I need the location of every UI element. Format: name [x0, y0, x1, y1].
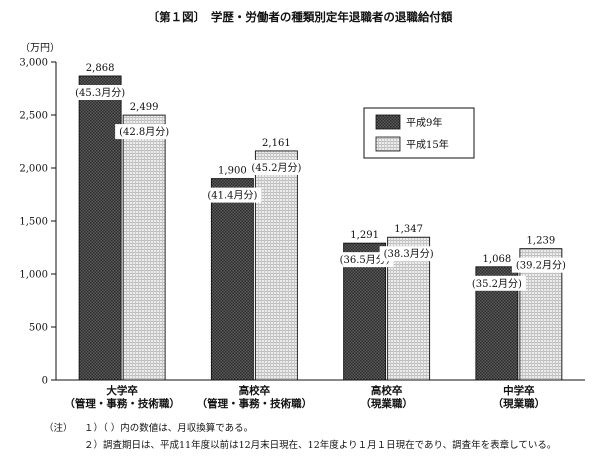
- month-label: (36.5月分): [340, 254, 390, 266]
- category-label: （現業職）: [493, 397, 546, 410]
- value-label: 1,347: [394, 224, 423, 235]
- chart-title: 〔第１図〕 学歴・労働者の種類別定年退職者の退職給付額: [148, 10, 453, 24]
- y-tick-label: 2,500: [19, 111, 48, 122]
- month-label-bg: [247, 159, 306, 175]
- month-label: (39.2月分): [516, 260, 566, 272]
- note-prefix: （注）: [44, 423, 73, 434]
- legend: 平成9年 平成15年: [363, 107, 475, 159]
- category-label: （現業職）: [360, 397, 413, 410]
- note-line-1: １）（ ）内の数値は、月収換算である。: [84, 423, 254, 434]
- x-labels: 大学卒（管理・事務・技術職）高校卒（管理・事務・技術職）高校卒（現業職）中学卒（…: [64, 384, 545, 410]
- y-tick-label: 1,500: [19, 217, 48, 228]
- value-label: 1,900: [218, 166, 247, 177]
- category-label: （管理・事務・技術職）: [64, 397, 180, 410]
- category-label: （管理・事務・技術職）: [197, 397, 313, 410]
- bar-h9: [78, 75, 122, 381]
- month-label-bg: [71, 84, 130, 100]
- month-label-bg: [379, 246, 438, 262]
- bar-labels: 2,868 (45.3月分) 2,499 (42.8月分) 1,900 (41.4月分) 2…: [71, 63, 570, 291]
- month-label: (45.2月分): [251, 162, 301, 174]
- category-label: 高校卒: [239, 384, 271, 397]
- month-label: (42.8月分): [119, 126, 169, 138]
- legend-label-h15: 平成15年: [406, 138, 449, 151]
- category-label: 高校卒: [371, 384, 403, 397]
- month-label: (41.4月分): [207, 190, 257, 202]
- y-tick-label: 2,000: [19, 164, 48, 175]
- note-line-2: ２）調査期日は、平成11年度以前は12月末日現在、12年度より１月１日現在であり…: [84, 440, 557, 451]
- y-tick-label: 0: [42, 376, 48, 387]
- bar-h9: [210, 178, 254, 381]
- category-label: 大学卒: [106, 384, 138, 397]
- bar-h15: [254, 150, 298, 381]
- value-label: 1,068: [483, 254, 512, 265]
- value-label: 2,161: [262, 138, 291, 149]
- y-tick-label: 500: [29, 323, 48, 334]
- y-ticks: 0 500 1,000 1,500 2,000 2,500 3,000: [19, 58, 56, 387]
- bars: [78, 75, 563, 381]
- month-label-bg: [115, 124, 174, 140]
- month-label: (35.2月分): [472, 278, 522, 290]
- month-label-bg: [511, 257, 570, 273]
- month-label: (45.3月分): [75, 87, 125, 99]
- legend-swatch-h15: [375, 136, 401, 152]
- y-tick-label: 3,000: [19, 58, 48, 69]
- value-label: 2,868: [86, 63, 115, 74]
- month-label-bg: [467, 275, 526, 291]
- month-label: (38.3月分): [384, 248, 434, 260]
- month-label-bg: [203, 187, 262, 203]
- value-label: 1,291: [350, 230, 379, 241]
- y-tick-label: 1,000: [19, 270, 48, 281]
- month-label-bg: [335, 252, 394, 268]
- legend-label-h9: 平成9年: [406, 116, 442, 129]
- legend-swatch-h9: [375, 114, 401, 130]
- bar-h15: [122, 114, 166, 381]
- value-label: 1,239: [527, 236, 556, 247]
- value-label: 2,499: [130, 102, 159, 113]
- category-label: 中学卒: [503, 384, 535, 397]
- y-axis-unit-label: （万円）: [20, 42, 60, 54]
